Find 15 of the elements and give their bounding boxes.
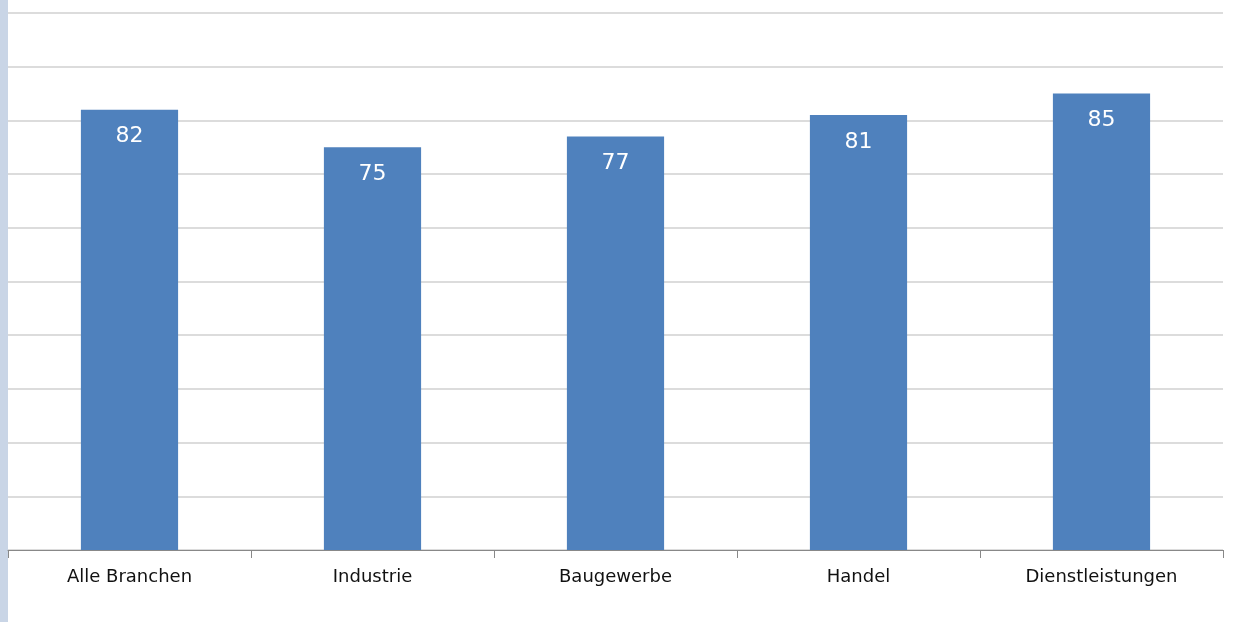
x-tick-label: Handel	[826, 564, 891, 586]
x-tick-label: Alle Branchen	[66, 564, 193, 586]
bar	[566, 136, 665, 550]
x-tick-label: Dienstleistungen	[1025, 564, 1178, 586]
data-label: 77	[601, 149, 630, 175]
data-label: 85	[1087, 106, 1116, 132]
bar	[323, 147, 422, 550]
x-tick-label: Baugewerbe	[559, 564, 672, 586]
data-label: 82	[115, 122, 144, 148]
bar	[809, 115, 908, 550]
data-label: 75	[358, 159, 387, 185]
bar	[1052, 93, 1151, 550]
data-label: 81	[844, 127, 873, 153]
x-tick-label: Industrie	[332, 564, 413, 586]
bar	[80, 109, 179, 550]
